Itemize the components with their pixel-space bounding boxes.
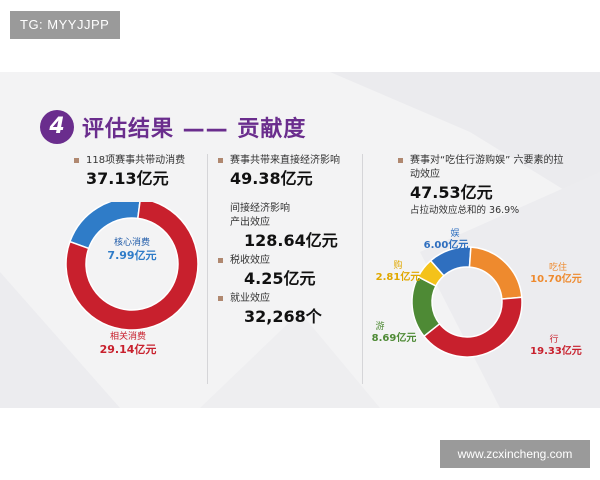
section-number-badge: 4 [40, 110, 74, 144]
segment-name-entertainment: 娱 [450, 227, 459, 239]
segment-value-entertainment: 6.00亿元 [424, 238, 469, 251]
direct-impact-value: 49.38亿元 [230, 169, 313, 188]
consumption-total: 37.13亿元 [86, 169, 169, 188]
column-consumption: 118项赛事共带动消费 37.13亿元 [74, 154, 204, 190]
column-economic-impact: 赛事共带来直接经济影响 49.38亿元 间接经济影响 产出效应 128.64亿元… [218, 154, 358, 328]
core-consumption-label: 核心消费 [114, 236, 150, 248]
segment-value-tour: 8.69亿元 [372, 331, 417, 344]
related-consumption-label: 相关消费 [110, 330, 146, 342]
job-effect-label: 就业效应 [230, 293, 270, 304]
watermark-tag-top: TG: MYYJJPP [10, 11, 120, 39]
segment-name-food-lodging: 吃住 [549, 261, 567, 273]
donut-slice-food-lodging [468, 246, 523, 300]
section-header: 4 评估结果 —— 贡献度 [40, 110, 306, 144]
indirect-impact-title: 间接经济影响 [230, 203, 290, 214]
tax-effect-value: 4.25亿元 [244, 269, 316, 288]
segment-value-food-lodging: 10.70亿元 [530, 272, 582, 285]
direct-impact-label: 赛事共带来直接经济影响 [230, 155, 340, 166]
segment-value-shopping: 2.81亿元 [376, 270, 421, 283]
bullet-icon [398, 158, 403, 163]
watermark-tag-bottom: www.zcxincheng.com [440, 440, 590, 468]
core-consumption-value: 7.99亿元 [107, 248, 156, 262]
job-effect-item: 就业效应 [218, 292, 358, 306]
six-elements-label-line1: 赛事对“吃住行游购娱” 六要素的拉 [410, 155, 564, 166]
segment-name-shopping: 购 [393, 259, 402, 271]
donut-slice-shopping [417, 259, 445, 287]
output-effect-value: 128.64亿元 [244, 231, 338, 250]
six-elements-item: 赛事对“吃住行游购娱” 六要素的拉 [398, 154, 588, 168]
bullet-icon [218, 258, 223, 263]
indirect-impact-block: 间接经济影响 产出效应 128.64亿元 [230, 202, 358, 252]
direct-impact-item: 赛事共带来直接经济影响 [218, 154, 358, 168]
segment-name-travel: 行 [549, 333, 558, 345]
column-divider [362, 154, 363, 384]
six-elements-donut-chart: 娱 6.00亿元 吃住 10.70亿元 行 19.33亿元 游 8.69亿元 购… [372, 227, 582, 358]
six-elements-total: 47.53亿元 [410, 183, 493, 202]
consumption-item: 118项赛事共带动消费 [74, 154, 204, 168]
slide: 4 评估结果 —— 贡献度 118项赛事共带动消费 37.13亿元 核心消费 7… [0, 72, 600, 408]
consumption-donut-chart: 核心消费 7.99亿元 相关消费 29.14亿元 [65, 202, 199, 356]
bullet-icon [218, 296, 223, 301]
donut-slice-travel [422, 296, 523, 358]
six-elements-share: 占拉动效应总和的 36.9% [410, 205, 520, 216]
six-elements-label-line2: 动效应 [410, 169, 440, 180]
bullet-icon [74, 158, 79, 163]
section-title: 评估结果 —— 贡献度 [82, 117, 307, 142]
column-six-elements: 赛事对“吃住行游购娱” 六要素的拉 动效应 47.53亿元 占拉动效应总和的 3… [398, 154, 588, 218]
segment-value-travel: 19.33亿元 [530, 344, 582, 357]
column-divider [207, 154, 208, 384]
related-consumption-value: 29.14亿元 [100, 342, 157, 356]
bullet-icon [218, 158, 223, 163]
segment-name-tour: 游 [375, 320, 384, 332]
donut-slice-core-consumption [68, 202, 141, 250]
tax-effect-item: 税收效应 [218, 254, 358, 268]
output-effect-label: 产出效应 [230, 217, 270, 228]
donut-slice-related-consumption [65, 202, 199, 331]
tax-effect-label: 税收效应 [230, 255, 270, 266]
job-effect-value: 32,268个 [244, 307, 322, 326]
consumption-label: 118项赛事共带动消费 [86, 155, 186, 166]
